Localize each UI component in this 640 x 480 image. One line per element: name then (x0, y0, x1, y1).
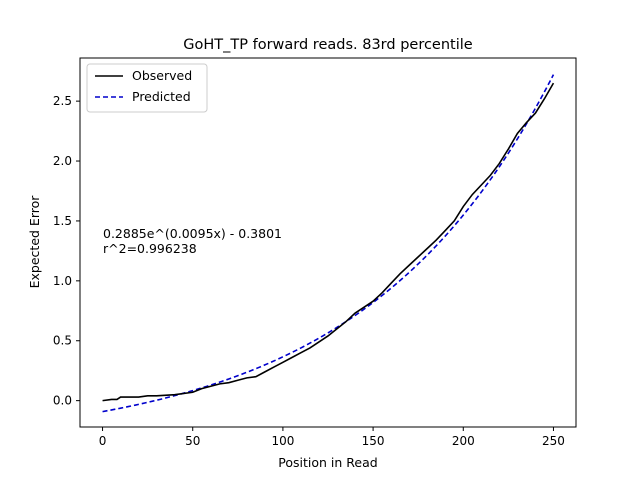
x-tick-label: 200 (452, 434, 475, 448)
x-tick-label: 100 (271, 434, 294, 448)
x-tick-label: 150 (362, 434, 385, 448)
x-tick-label: 50 (185, 434, 200, 448)
series-line-predicted (102, 74, 555, 413)
x-axis-label: Position in Read (278, 455, 377, 470)
legend-label-observed: Observed (132, 68, 192, 83)
x-tick-label: 250 (542, 434, 565, 448)
y-tick-label: 1.5 (53, 214, 72, 228)
legend-label-predicted: Predicted (132, 89, 191, 104)
fit-equation-annotation: 0.2885e^(0.0095x) - 0.3801 (103, 226, 282, 241)
x-tick-label: 0 (99, 434, 107, 448)
plot-area (102, 74, 555, 413)
y-axis: 0.0 0.5 1.0 1.5 2.0 2.5 (53, 94, 80, 408)
y-tick-label: 0.5 (53, 334, 72, 348)
y-tick-label: 2.0 (53, 154, 72, 168)
legend: Observed Predicted (86, 63, 208, 113)
chart-title: GoHT_TP forward reads. 83rd percentile (183, 37, 473, 53)
y-axis-label: Expected Error (27, 195, 42, 289)
y-tick-label: 0.0 (53, 394, 72, 408)
series-line-observed (102, 82, 555, 402)
y-tick-label: 2.5 (53, 94, 72, 108)
plot-frame (79, 57, 577, 428)
x-axis: 0 50 100 150 200 250 (99, 427, 565, 448)
y-tick-label: 1.0 (53, 274, 72, 288)
r-squared-annotation: r^2=0.996238 (103, 241, 197, 256)
